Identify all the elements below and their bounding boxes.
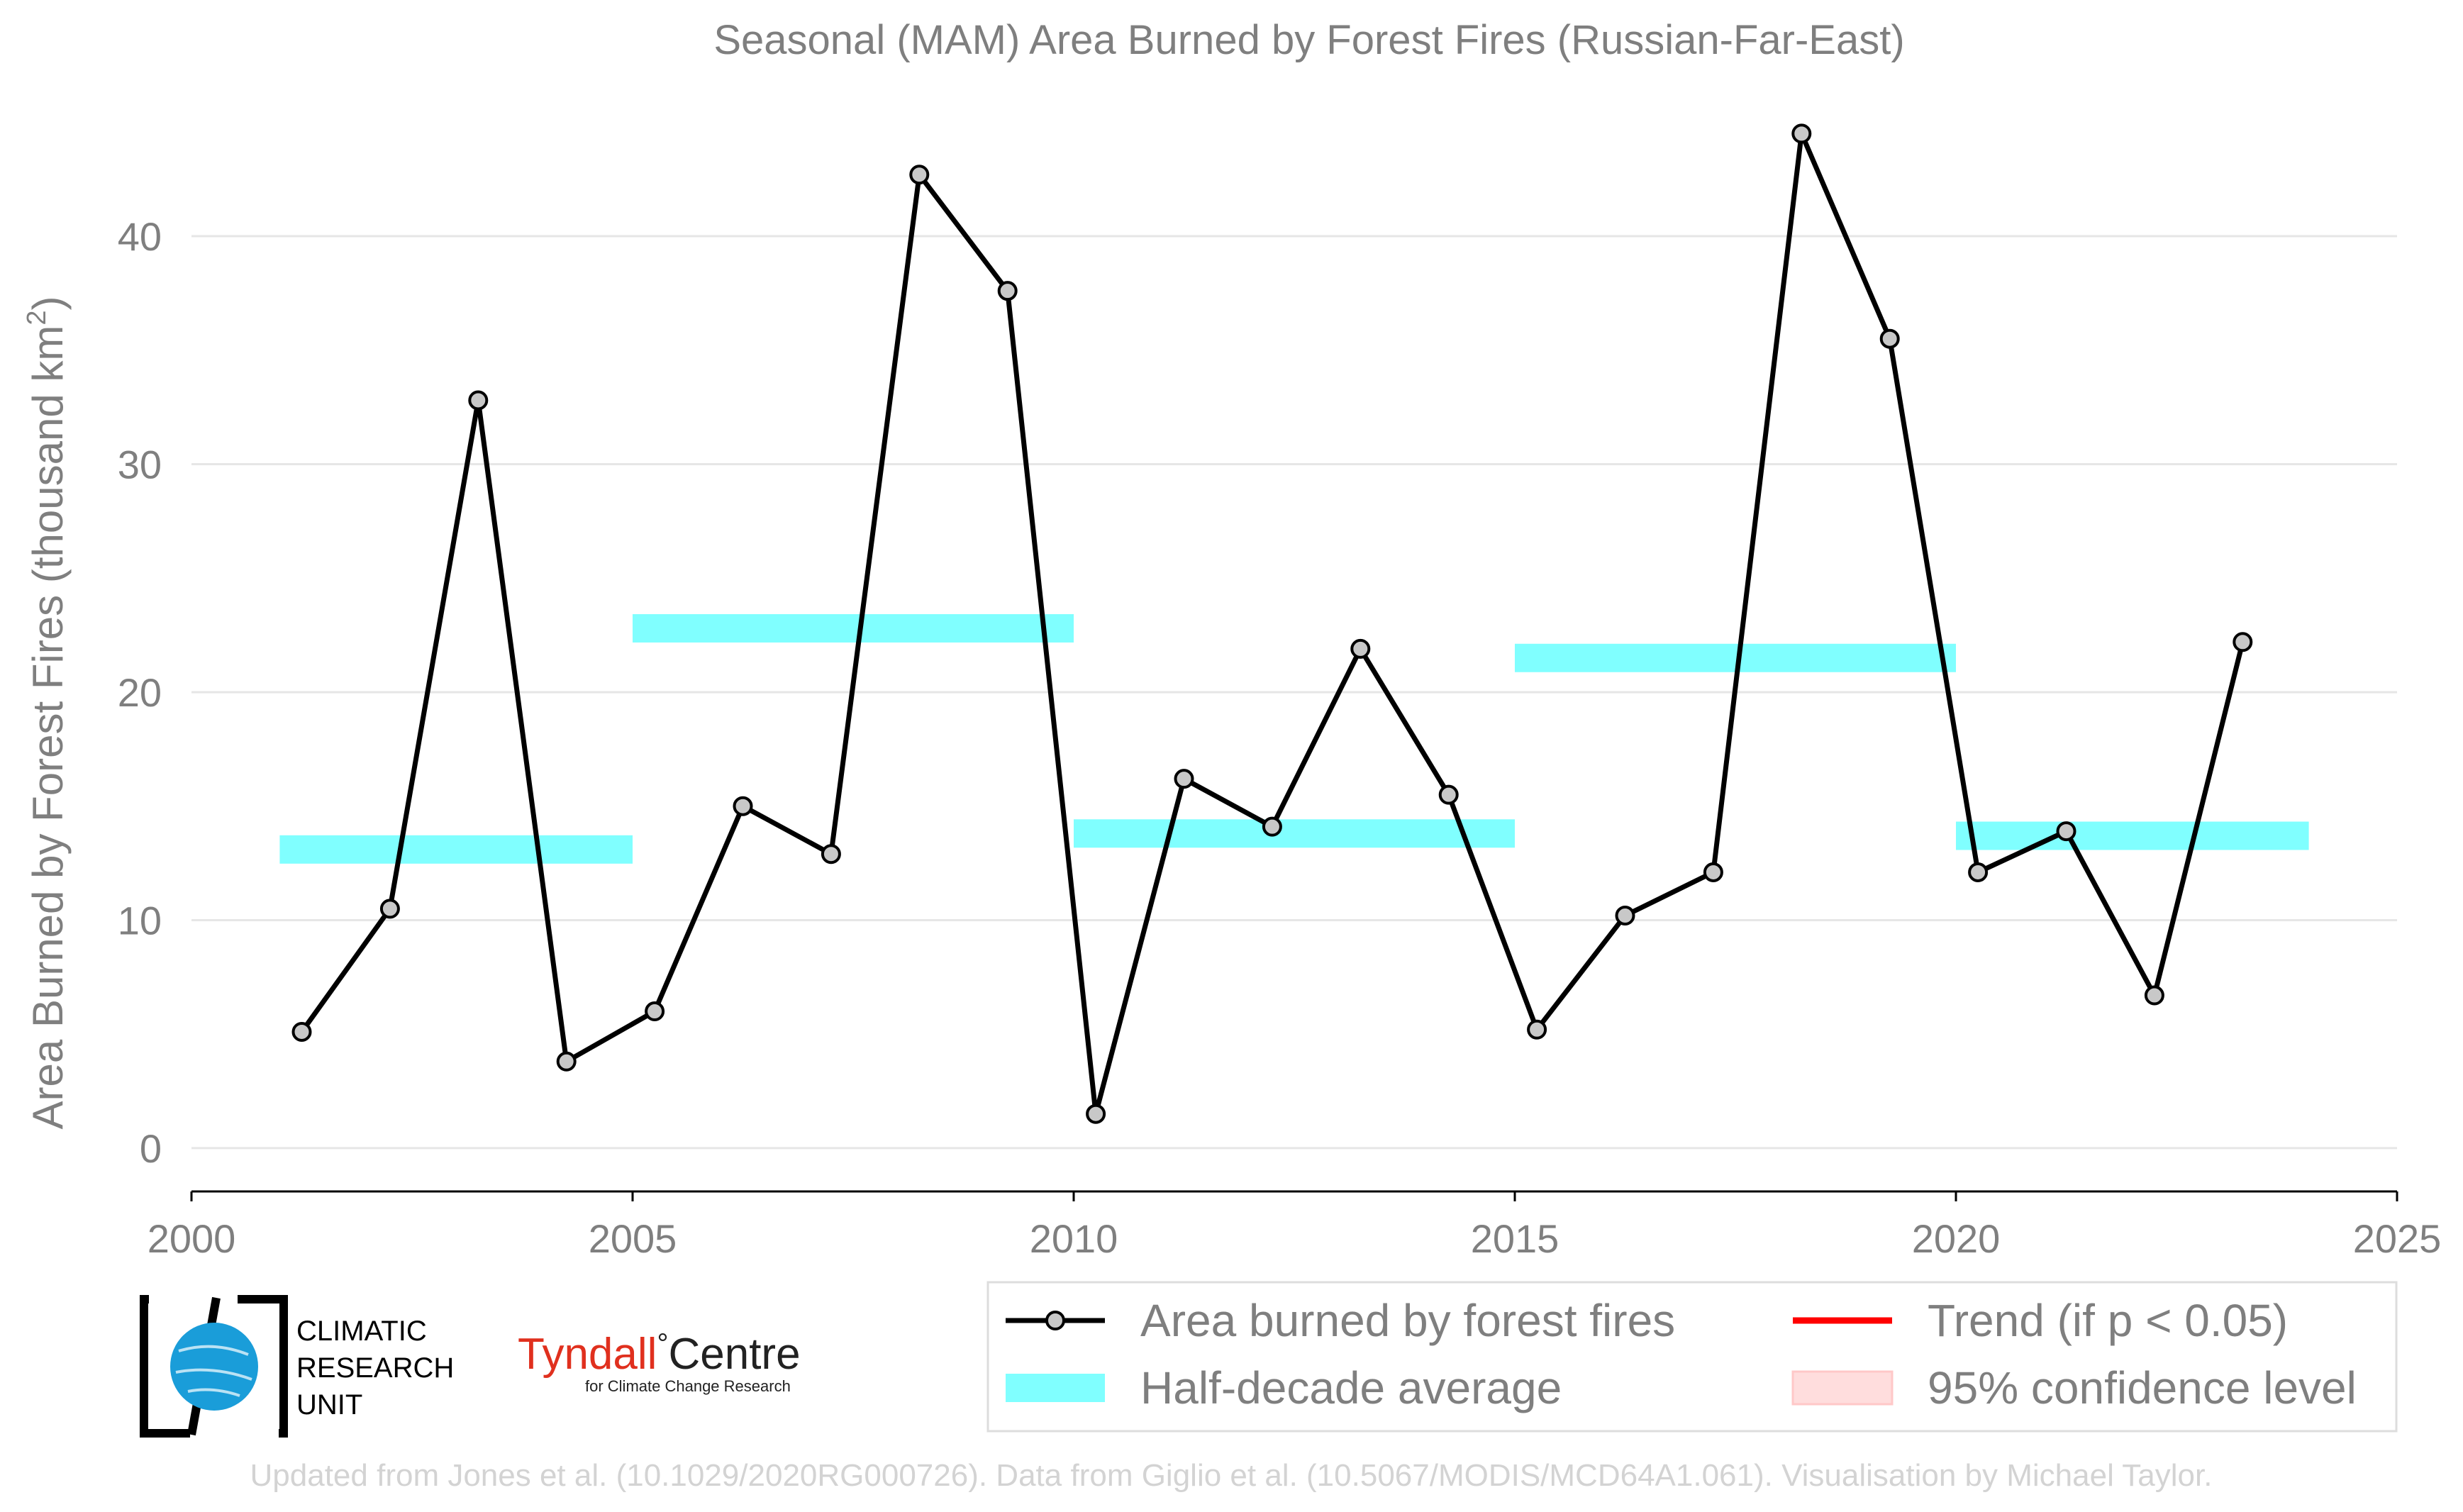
y-tick-label: 20 — [118, 670, 162, 715]
data-point — [1703, 862, 1723, 882]
tyndall-logo-subtitle: for Climate Change Research — [585, 1377, 791, 1395]
y-tick-label: 10 — [118, 898, 162, 943]
legend: Area burned by forest fires Half-decade … — [986, 1281, 2398, 1433]
legend-label-area-burned: Area burned by forest fires — [1140, 1295, 1675, 1346]
grid-lines — [191, 235, 2397, 1150]
x-tick-label: 2010 — [1030, 1216, 1118, 1261]
data-point — [1438, 784, 1459, 805]
legend-label-trend: Trend (if p < 0.05) — [1928, 1295, 2288, 1346]
y-tick-label: 30 — [118, 443, 162, 487]
x-axis-ticks: 2000 2005 2010 2015 2020 2025 — [148, 1191, 2442, 1261]
cru-logo: CLIMATIC RESEARCH UNIT — [140, 1295, 454, 1438]
data-point — [2233, 632, 2253, 652]
legend-box — [986, 1281, 2398, 1433]
x-tick-label: 2005 — [589, 1216, 677, 1261]
half-decade-bar — [1956, 821, 2309, 850]
data-point — [1350, 638, 1371, 659]
y-axis-label-close: ) — [24, 296, 72, 311]
data-point — [379, 899, 400, 919]
y-tick-label: 40 — [118, 214, 162, 259]
data-point — [1791, 123, 1812, 144]
data-point — [909, 165, 930, 185]
tyndall-logo-degree: ° — [657, 1328, 668, 1360]
data-point — [1615, 906, 1635, 926]
x-tick-label: 2000 — [148, 1216, 236, 1261]
cru-logo-line-1: CLIMATIC — [296, 1316, 427, 1347]
data-point — [291, 1021, 312, 1042]
cru-logo-line-2: RESEARCH — [296, 1352, 454, 1384]
globe-icon — [170, 1323, 258, 1411]
y-tick-label: 0 — [140, 1126, 162, 1171]
tyndall-logo-centre: Centre — [668, 1330, 800, 1379]
data-point — [733, 796, 753, 816]
data-point — [1262, 816, 1282, 837]
legend-ci-swatch — [1791, 1370, 1894, 1406]
y-axis-label: Area Burned by Forest Fires (thousand km… — [22, 296, 72, 1130]
series-area-burned — [291, 123, 2253, 1124]
data-point — [1086, 1104, 1106, 1124]
legend-label-ci: 95% confidence level — [1928, 1362, 2357, 1413]
data-point — [645, 1001, 665, 1022]
data-point — [556, 1051, 577, 1072]
svg-text:Tyndall°Centre: Tyndall°Centre — [518, 1328, 801, 1379]
data-point — [2144, 985, 2164, 1006]
x-tick-label: 2015 — [1471, 1216, 1559, 1261]
legend-label-half-decade: Half-decade average — [1140, 1362, 1562, 1413]
tyndall-logo-name: Tyndall — [518, 1330, 657, 1379]
data-point — [1527, 1019, 1547, 1040]
half-decade-bar — [633, 613, 1074, 643]
chart-title: Seasonal (MAM) Area Burned by Forest Fir… — [713, 17, 1904, 63]
y-axis-label-superscript: 2 — [22, 311, 52, 326]
data-point — [2056, 821, 2076, 842]
half-decade-bar — [279, 835, 633, 864]
y-axis-label-main: Area Burned by Forest Fires (thousand km — [24, 326, 72, 1130]
data-point — [1174, 769, 1194, 789]
x-tick-label: 2025 — [2353, 1216, 2442, 1261]
y-tick-labels: 0 10 20 30 40 — [118, 214, 162, 1171]
legend-marker-swatch — [1045, 1311, 1065, 1330]
tyndall-logo: Tyndall°Centre for Climate Change Resear… — [518, 1328, 801, 1395]
x-tick-label: 2020 — [1912, 1216, 2001, 1261]
data-point — [821, 844, 841, 865]
cru-logo-line-3: UNIT — [296, 1389, 362, 1421]
data-point — [1968, 862, 1989, 882]
data-point — [468, 390, 489, 411]
half-decade-bars — [279, 613, 2309, 864]
credit-text: Updated from Jones et al. (10.1029/2020R… — [250, 1458, 2213, 1493]
series-line — [299, 130, 2245, 1117]
half-decade-bar — [1074, 819, 1515, 848]
data-point — [997, 281, 1018, 301]
data-point — [1879, 328, 1900, 349]
legend-half-decade-swatch — [1006, 1374, 1105, 1402]
